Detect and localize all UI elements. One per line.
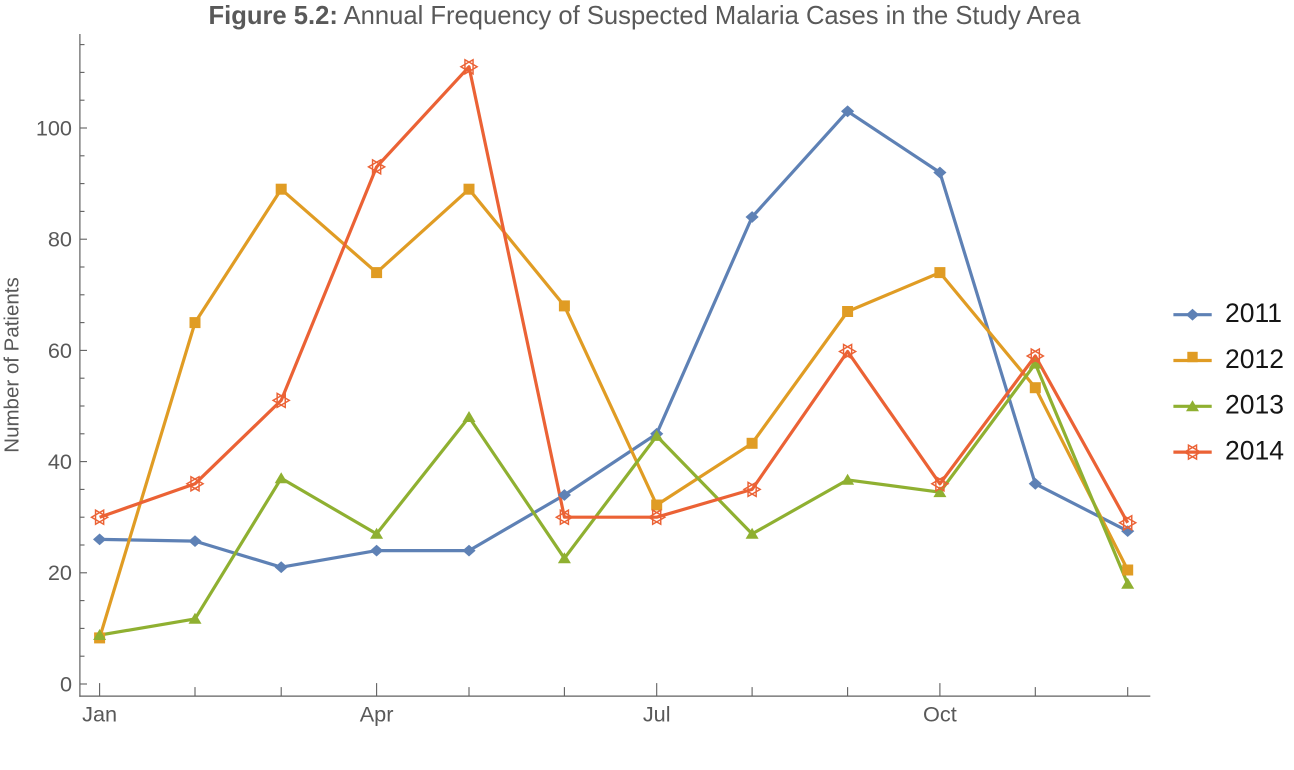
svg-text:2012: 2012 xyxy=(1225,344,1284,374)
svg-text:Jan: Jan xyxy=(82,701,117,726)
svg-text:0: 0 xyxy=(60,671,72,696)
svg-text:60: 60 xyxy=(48,338,72,363)
svg-text:2011: 2011 xyxy=(1225,298,1282,328)
svg-text:80: 80 xyxy=(48,227,72,252)
svg-text:100: 100 xyxy=(36,115,72,140)
svg-text:Jul: Jul xyxy=(643,701,671,726)
svg-text:20: 20 xyxy=(48,560,72,585)
svg-text:Number of Patients: Number of Patients xyxy=(1,277,24,452)
svg-text:Oct: Oct xyxy=(923,701,957,726)
svg-text:Figure 5.2: Annual Frequency o: Figure 5.2: Annual Frequency of Suspecte… xyxy=(208,2,1081,30)
svg-text:40: 40 xyxy=(48,449,72,474)
svg-text:2014: 2014 xyxy=(1225,435,1284,465)
svg-text:Apr: Apr xyxy=(360,701,394,726)
svg-text:2013: 2013 xyxy=(1225,390,1284,420)
